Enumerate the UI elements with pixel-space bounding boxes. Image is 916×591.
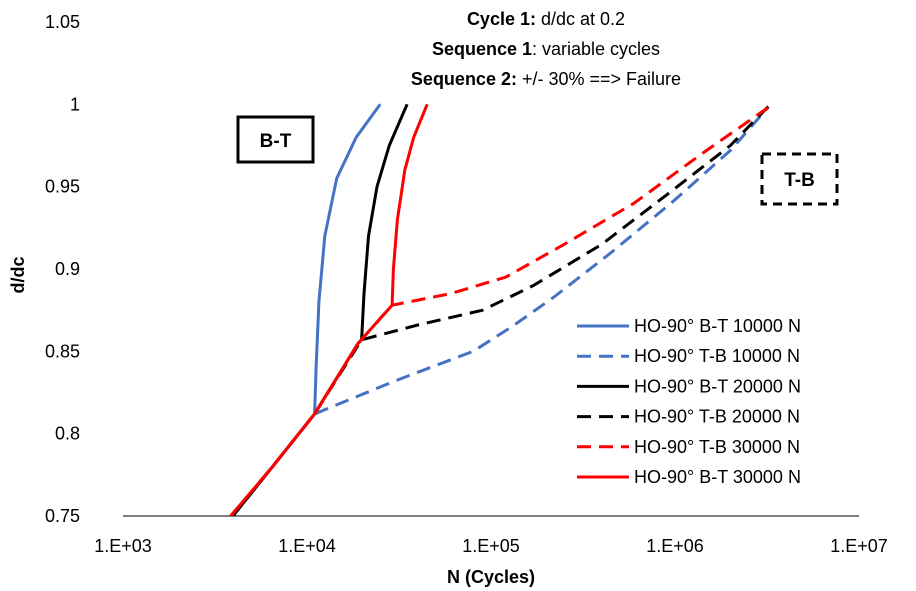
bt-label-box: B-T [236, 115, 315, 164]
annotation-line-2-bold: Sequence 1 [432, 39, 532, 59]
annotation-line-2: Sequence 1: variable cycles [432, 39, 660, 59]
x-tick-labels: 1.E+03 1.E+04 1.E+05 1.E+06 1.E+07 [94, 536, 888, 556]
tb-box-label: T-B [784, 170, 815, 191]
bt-box-label: B-T [260, 131, 292, 152]
x-tick-label: 1.E+06 [646, 536, 704, 556]
tb-box-frame [760, 152, 839, 206]
tb-label-box: T-B [760, 152, 839, 206]
annotation-line-3: Sequence 2: +/- 30% ==> Failure [411, 69, 681, 89]
annotation-line-1: Cycle 1: d/dc at 0.2 [467, 9, 625, 29]
y-tick-label: 1 [70, 94, 80, 114]
series-line-ho-90-t-b-30000-n [229, 103, 774, 516]
y-tick-label: 0.9 [55, 259, 80, 279]
y-tick-label: 0.95 [45, 177, 80, 197]
annotation-line-2-rest: : variable cycles [532, 39, 660, 59]
bt-box-frame [236, 115, 315, 164]
y-tick-label: 0.8 [55, 424, 80, 444]
series-line-ho-90-b-t-30000-n [229, 103, 429, 516]
legend-label: HO-90° T-B 10000 N [634, 346, 800, 366]
plot-area [123, 103, 859, 517]
x-axis-title: N (Cycles) [447, 567, 535, 587]
annotation-line-1-bold: Cycle 1: [467, 9, 536, 29]
series-line-ho-90-b-t-10000-n [230, 103, 382, 516]
legend-label: HO-90° B-T 20000 N [634, 376, 801, 396]
series-layer [229, 103, 774, 516]
annotation-text: Cycle 1: d/dc at 0.2 Sequence 1: variabl… [411, 9, 681, 89]
y-tick-label: 0.85 [45, 341, 80, 361]
x-tick-label: 1.E+05 [462, 536, 520, 556]
annotation-line-3-rest: +/- 30% ==> Failure [517, 69, 681, 89]
y-tick-label: 1.05 [45, 12, 80, 32]
x-tick-label: 1.E+04 [278, 536, 336, 556]
annotation-line-1-rest: d/dc at 0.2 [536, 9, 625, 29]
series-line-ho-90-t-b-20000-n [231, 103, 772, 516]
legend-label: HO-90° T-B 30000 N [634, 437, 800, 457]
x-tick-label: 1.E+07 [830, 536, 888, 556]
x-tick-label: 1.E+03 [94, 536, 152, 556]
legend-label: HO-90° B-T 10000 N [634, 316, 801, 336]
annotation-line-3-bold: Sequence 2: [411, 69, 517, 89]
legend-label: HO-90° B-T 30000 N [634, 467, 801, 487]
y-tick-labels: 0.75 0.8 0.85 0.9 0.95 1 1.05 [45, 12, 80, 526]
legend-label: HO-90° T-B 20000 N [634, 407, 800, 427]
y-axis-title: d/dc [8, 256, 28, 293]
series-line-ho-90-t-b-10000-n [230, 106, 770, 516]
legend: HO-90° B-T 10000 N HO-90° T-B 10000 N HO-9… [577, 316, 801, 487]
y-tick-label: 0.75 [45, 506, 80, 526]
